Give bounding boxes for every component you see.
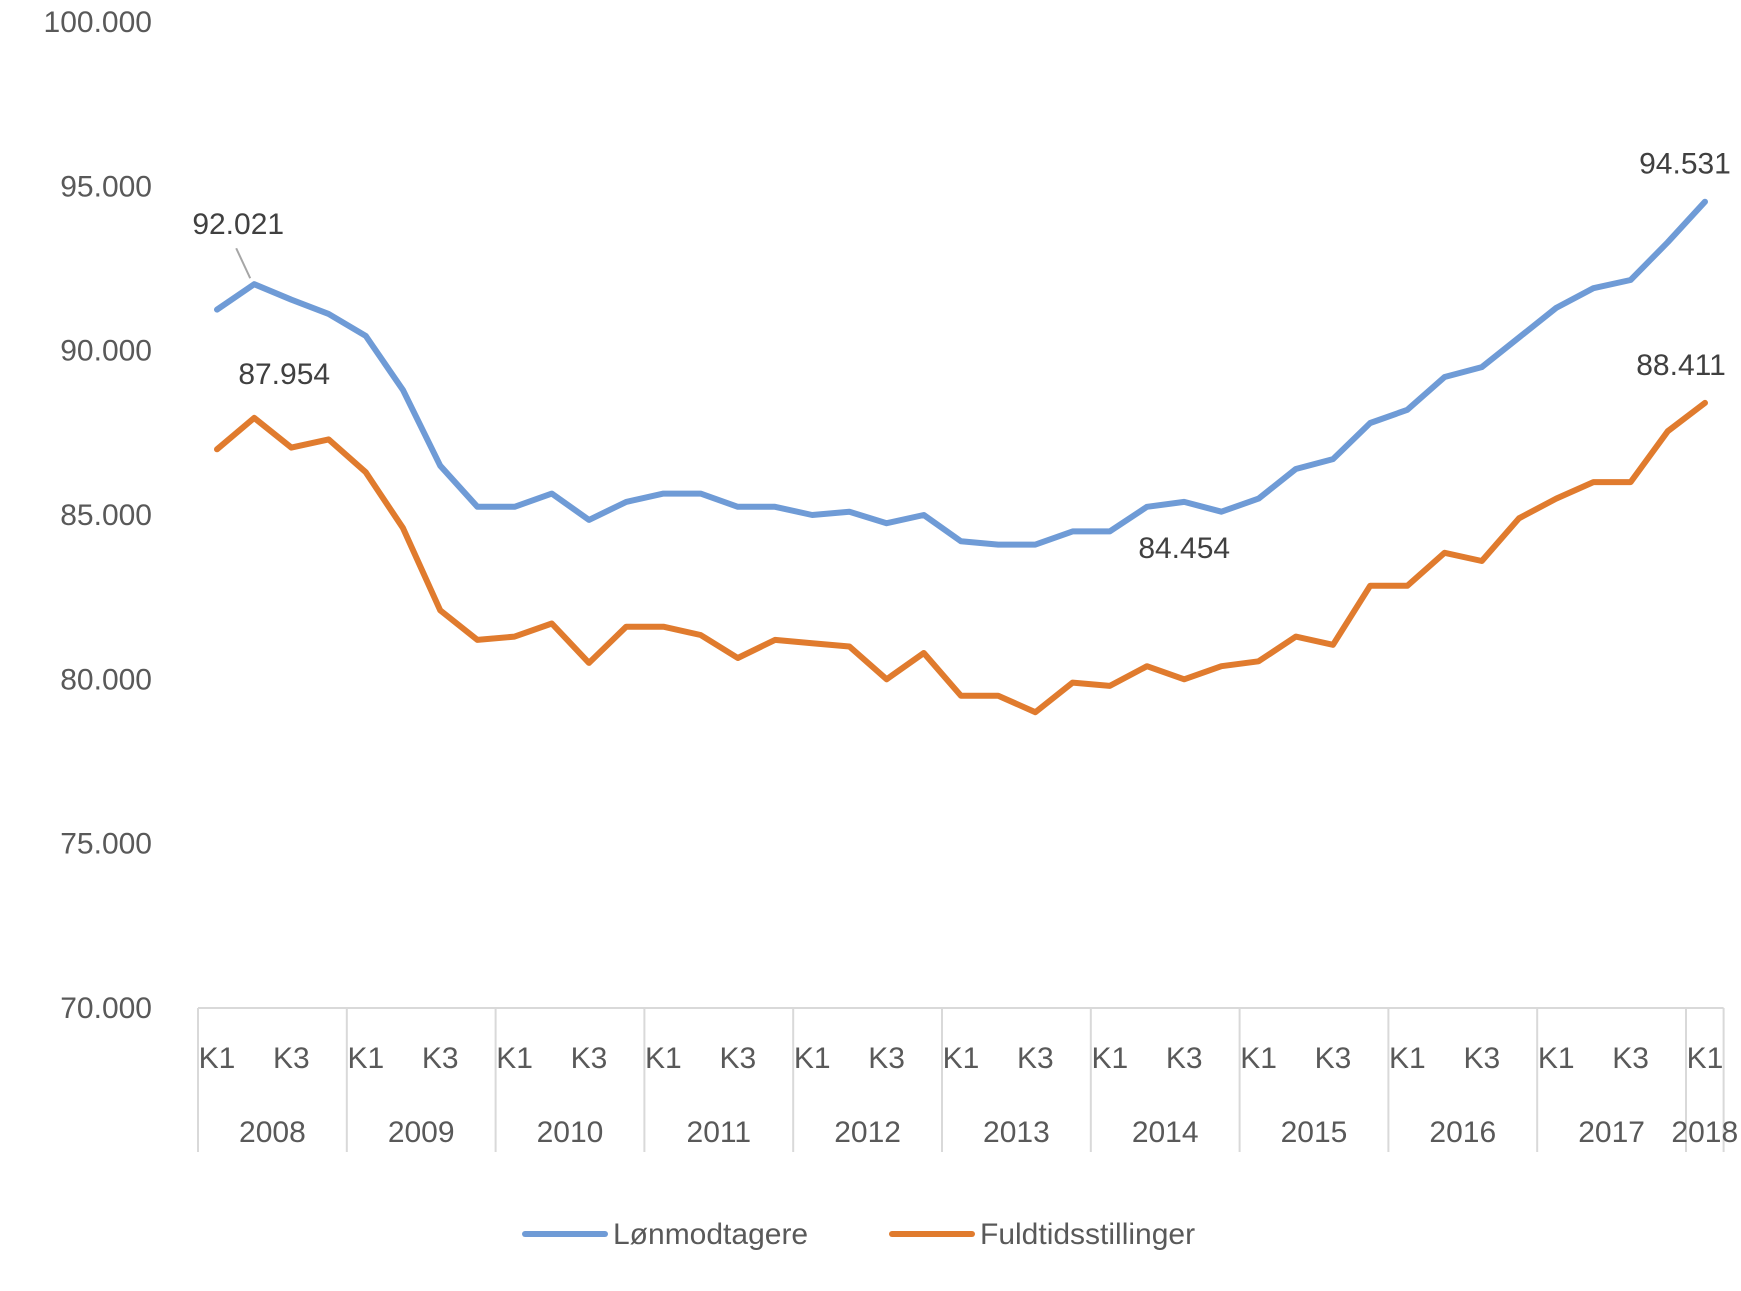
quarter-label: K3 (1463, 1042, 1500, 1075)
y-tick-label: 75.000 (60, 828, 152, 861)
year-label: 2017 (1578, 1116, 1645, 1149)
data-label: 92.021 (192, 208, 284, 241)
y-axis: 70.000 75.000 80.000 85.000 90.000 95.000 100.… (44, 6, 152, 1025)
y-tick-label: 90.000 (60, 335, 152, 368)
year-label: 2014 (1132, 1116, 1199, 1149)
series-line-fuldtidsstillinger (214, 399, 1708, 716)
year-label: 2018 (1671, 1116, 1738, 1149)
quarter-label: K1 (1240, 1042, 1277, 1075)
year-label: 2012 (834, 1116, 901, 1149)
quarter-label: K3 (719, 1042, 756, 1075)
year-label: 2010 (537, 1116, 604, 1149)
data-label: 87.954 (238, 358, 330, 391)
year-label: 2011 (687, 1116, 752, 1149)
data-labels: 92.021 94.531 87.954 88.411 84.454 (192, 148, 1731, 565)
y-tick-label: 100.000 (44, 6, 152, 39)
quarter-label: K1 (496, 1042, 533, 1075)
y-tick-label: 95.000 (60, 170, 152, 203)
year-label: 2013 (983, 1116, 1050, 1149)
x-axis: K1 K3 K1 K3 K1 K3 K1 K3 K1 K3 K1 K3 K1 K3 K1 K3 K1 K3 K1 K3… (197, 1007, 1738, 1152)
data-label: 94.531 (1639, 148, 1731, 181)
quarter-label: K3 (273, 1042, 310, 1075)
y-tick-label: 80.000 (60, 663, 152, 696)
quarter-label: K3 (1315, 1042, 1352, 1075)
legend-label: Fuldtidsstillinger (980, 1218, 1195, 1251)
series-line-lonmodtagere (214, 198, 1708, 548)
quarter-label: K1 (645, 1042, 682, 1075)
quarter-label: K3 (571, 1042, 608, 1075)
legend-label: Lønmodtagere (613, 1218, 808, 1251)
series-layer (214, 198, 1708, 716)
quarter-label: K1 (794, 1042, 831, 1075)
quarter-label: K3 (422, 1042, 459, 1075)
leader-line (235, 247, 252, 279)
year-label: 2015 (1281, 1116, 1348, 1149)
quarter-label: K3 (868, 1042, 905, 1075)
quarter-label: K1 (347, 1042, 384, 1075)
quarter-label: K3 (1017, 1042, 1054, 1075)
year-label: 2016 (1429, 1116, 1496, 1149)
year-label: 2008 (239, 1116, 306, 1149)
data-label: 88.411 (1636, 349, 1726, 382)
data-label: 84.454 (1138, 532, 1230, 565)
quarter-label: K1 (943, 1042, 980, 1075)
year-label: 2009 (388, 1116, 455, 1149)
legend: Lønmodtagere Fuldtidsstillinger (522, 1218, 1195, 1251)
y-tick-label: 70.000 (60, 992, 152, 1025)
quarter-label: K1 (1687, 1042, 1724, 1075)
y-tick-label: 85.000 (60, 499, 152, 532)
quarter-label: K1 (1538, 1042, 1575, 1075)
quarter-label: K1 (1389, 1042, 1426, 1075)
quarter-label: K3 (1612, 1042, 1649, 1075)
quarter-label: K1 (199, 1042, 236, 1075)
quarter-label: K1 (1091, 1042, 1128, 1075)
quarter-label: K3 (1166, 1042, 1203, 1075)
